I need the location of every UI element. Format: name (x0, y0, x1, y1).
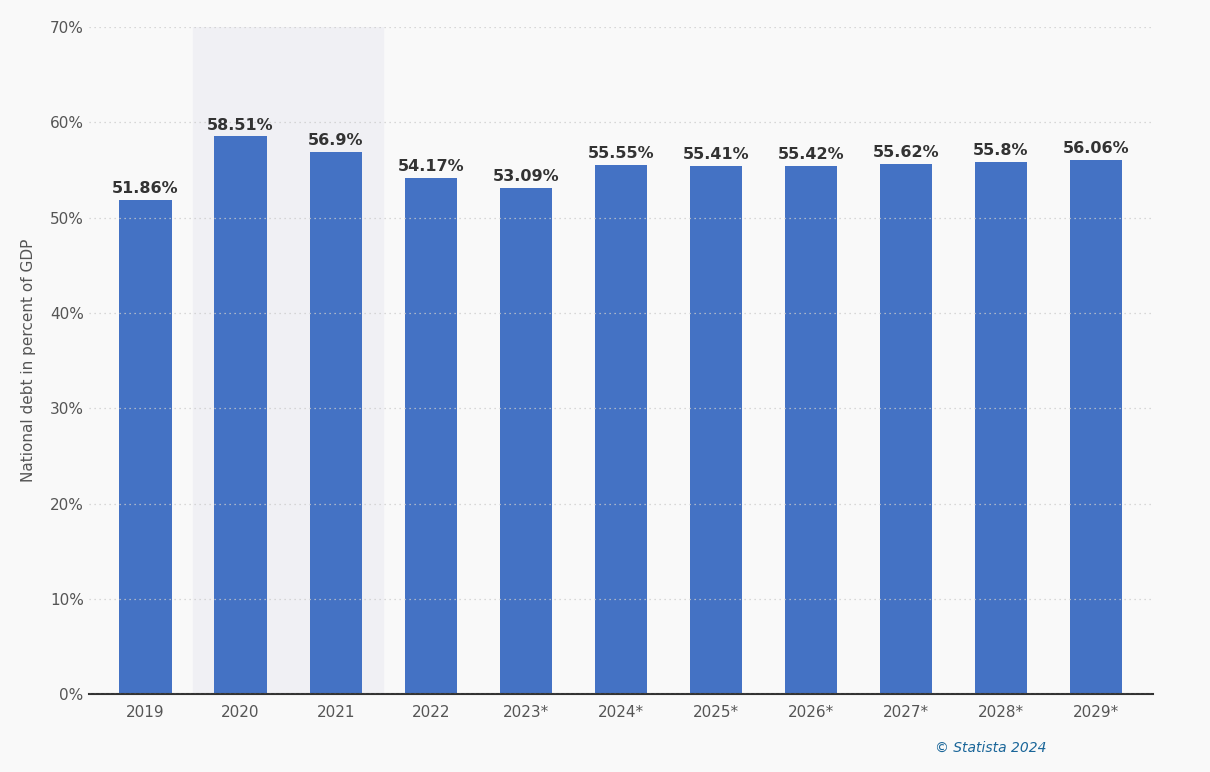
Text: 53.09%: 53.09% (492, 169, 559, 185)
Bar (690, 166, 742, 694)
Text: 55.62%: 55.62% (872, 145, 939, 160)
Text: 54.17%: 54.17% (397, 159, 463, 174)
Bar (310, 152, 362, 694)
Bar (404, 178, 457, 694)
Bar (880, 164, 932, 694)
Text: 51.86%: 51.86% (113, 181, 179, 196)
Bar (194, 27, 288, 694)
Bar (975, 162, 1027, 694)
Text: 56.06%: 56.06% (1062, 141, 1129, 156)
Text: 55.8%: 55.8% (973, 144, 1028, 158)
Bar (214, 137, 266, 694)
Bar (784, 166, 837, 694)
Bar (594, 164, 647, 694)
Y-axis label: National debt in percent of GDP: National debt in percent of GDP (21, 239, 36, 482)
Bar (288, 27, 384, 694)
Bar (1070, 160, 1122, 694)
Text: 58.51%: 58.51% (207, 117, 273, 133)
Text: 55.41%: 55.41% (682, 147, 749, 162)
Text: 56.9%: 56.9% (307, 133, 363, 148)
Bar (500, 188, 552, 694)
Text: 55.55%: 55.55% (587, 146, 655, 161)
Bar (120, 200, 172, 694)
Text: 55.42%: 55.42% (778, 147, 845, 162)
Text: © Statista 2024: © Statista 2024 (935, 741, 1047, 755)
